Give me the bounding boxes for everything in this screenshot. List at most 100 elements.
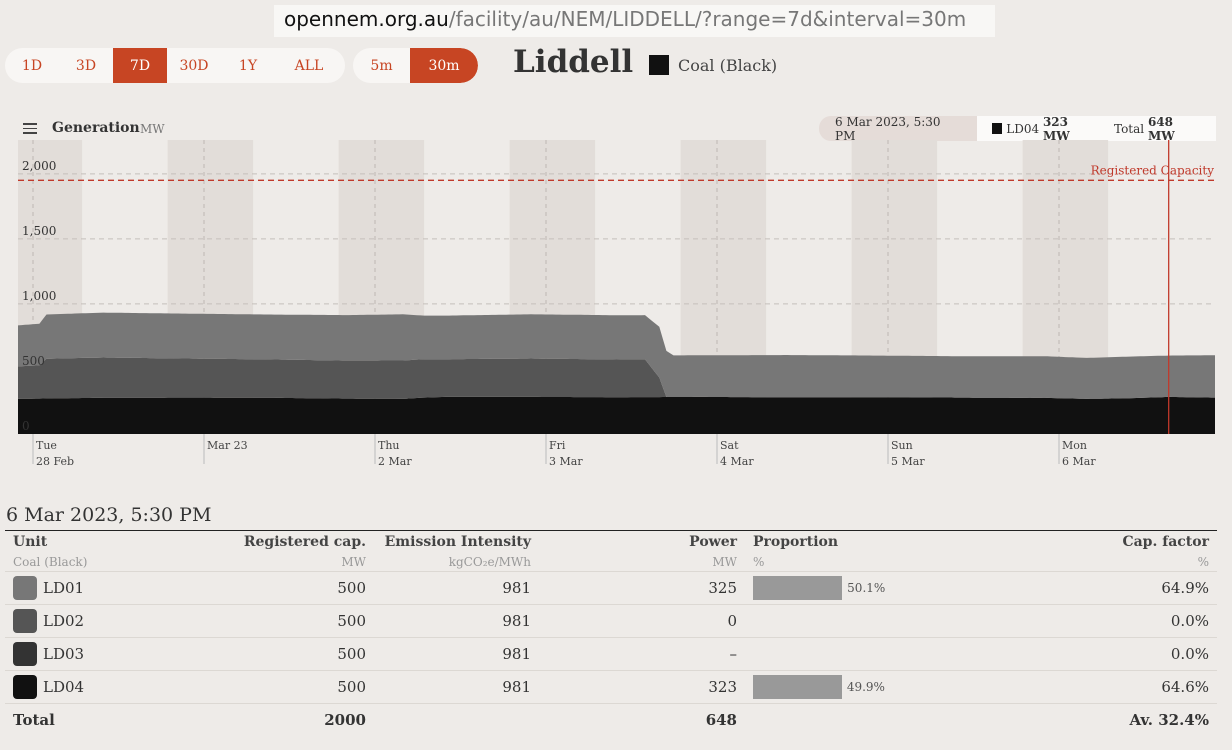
- y-tick-label: 2,000: [22, 159, 56, 173]
- hover-value: 323 MW: [1042, 114, 1070, 143]
- unit-swatch[interactable]: [13, 608, 37, 633]
- series-area-ld02[interactable]: [18, 357, 1215, 399]
- generation-chart[interactable]: Registered Capacity 05001,0001,5002,000 …: [0, 140, 1232, 475]
- total-emission: [374, 703, 539, 736]
- power-value: 0: [539, 604, 745, 638]
- range-all-button[interactable]: ALL: [294, 57, 324, 74]
- total-reg-cap: 2000: [324, 710, 366, 729]
- subheader-power: MW: [539, 553, 745, 572]
- header-power[interactable]: Power: [689, 534, 737, 550]
- chart-header: Generation MW 6 Mar 2023, 5:30 PM LD04 3…: [18, 114, 1216, 143]
- reg-cap-value: 500: [141, 571, 374, 605]
- range-1d-button[interactable]: 1D: [21, 57, 43, 74]
- y-tick-label: 1,000: [22, 289, 56, 303]
- x-tick-sublabel: 2 Mar: [378, 455, 412, 468]
- x-tick-sublabel: 3 Mar: [549, 455, 583, 468]
- header-unit[interactable]: Unit: [13, 534, 48, 550]
- reg-cap-value: 500: [141, 604, 374, 638]
- subheader-unit: Coal (Black): [5, 553, 141, 572]
- interval-selector: 5m 30m: [353, 48, 478, 83]
- series-area-ld01[interactable]: [18, 312, 1215, 399]
- y-tick-label: 0: [22, 419, 30, 433]
- header-proportion[interactable]: Proportion: [753, 534, 839, 550]
- table-row[interactable]: LD04 500 981 323 49.9% 64.6%: [5, 670, 1217, 704]
- x-tick-sublabel: 4 Mar: [720, 455, 754, 468]
- url-path: /facility/au/NEM/LIDDELL/?range=7d&inter…: [448, 7, 967, 31]
- x-tick-label: Tue: [36, 439, 57, 452]
- unit-name: LD02: [43, 611, 85, 630]
- emission-value: 981: [374, 670, 539, 704]
- reg-cap-value: 500: [141, 637, 374, 671]
- total-label: Total: [13, 710, 55, 729]
- emission-value: 981: [374, 637, 539, 671]
- series-area-ld04[interactable]: [18, 396, 1215, 434]
- hover-total-value: 648 MW: [1147, 114, 1175, 143]
- subheader-emission: kgCO₂e/MWh: [374, 553, 539, 572]
- hover-unit: LD04: [1006, 121, 1040, 136]
- hamburger-menu-icon[interactable]: [23, 123, 37, 134]
- table-subheader-row: Coal (Black) MW kgCO₂e/MWh MW % %: [5, 553, 1217, 572]
- power-value: –: [539, 637, 745, 671]
- emission-value: 981: [374, 571, 539, 605]
- range-3d-button[interactable]: 3D: [75, 57, 97, 74]
- power-value: 323: [539, 670, 745, 704]
- total-proportion: [745, 703, 985, 736]
- fuel-legend: Coal (Black): [649, 55, 777, 75]
- interval-30m-button[interactable]: 30m: [410, 48, 478, 83]
- url-host: opennem.org.au: [284, 7, 449, 31]
- chart-unit: MW: [140, 122, 165, 136]
- facility-title: Liddell: [513, 44, 634, 80]
- proportion-value: 50.1%: [847, 580, 886, 595]
- emission-value: 981: [374, 604, 539, 638]
- range-7d-button[interactable]: 7D: [113, 48, 167, 83]
- x-tick-label: Sun: [891, 439, 913, 452]
- unit-name: LD03: [43, 644, 85, 663]
- fuel-label: Coal (Black): [678, 55, 778, 75]
- reg-cap-value: 500: [141, 670, 374, 704]
- x-tick-sublabel: 28 Feb: [36, 455, 74, 468]
- detail-date: 6 Mar 2023, 5:30 PM: [6, 504, 212, 526]
- cap-factor-value: 0.0%: [985, 637, 1217, 671]
- x-tick-sublabel: 5 Mar: [891, 455, 925, 468]
- interval-5m-button[interactable]: 5m: [370, 57, 393, 74]
- x-tick-sublabel: 6 Mar: [1062, 455, 1096, 468]
- proportion-bar: [753, 674, 842, 699]
- cap-factor-value: 0.0%: [985, 604, 1217, 638]
- range-1y-button[interactable]: 1Y: [238, 57, 258, 74]
- subheader-reg-cap: MW: [141, 553, 374, 572]
- table-header-row: Unit Registered cap. Emission Intensity …: [5, 531, 1217, 553]
- unit-name: LD04: [43, 677, 85, 696]
- unit-table: Unit Registered cap. Emission Intensity …: [5, 530, 1217, 736]
- subheader-cap-factor: %: [985, 553, 1217, 572]
- table-row[interactable]: LD01 500 981 325 50.1% 64.9%: [5, 571, 1217, 605]
- subheader-proportion: %: [745, 553, 985, 572]
- hover-values: LD04 323 MW Total 648 MW: [976, 114, 1216, 143]
- x-tick-label: Thu: [378, 439, 400, 452]
- proportion-bar: [753, 575, 843, 600]
- header-cap-factor[interactable]: Cap. factor: [1122, 534, 1209, 550]
- hover-readout: 6 Mar 2023, 5:30 PM LD04 323 MW Total 64…: [819, 114, 1216, 143]
- url-bar[interactable]: opennem.org.au/facility/au/NEM/LIDDELL/?…: [274, 5, 995, 37]
- range-30d-button[interactable]: 30D: [179, 57, 209, 74]
- hover-swatch: [991, 123, 1003, 134]
- registered-capacity-label: Registered Capacity: [1091, 163, 1215, 177]
- cap-factor-value: 64.9%: [985, 571, 1217, 605]
- unit-swatch[interactable]: [13, 575, 37, 600]
- power-value: 325: [539, 571, 745, 605]
- table-row[interactable]: LD03 500 981 – 0.0%: [5, 637, 1217, 671]
- range-selector: 1D 3D 7D 30D 1Y ALL: [5, 48, 345, 83]
- total-cap-factor: Av. 32.4%: [1129, 710, 1209, 729]
- unit-name: LD01: [43, 578, 85, 597]
- table-total-row: Total 2000 648 Av. 32.4%: [5, 703, 1217, 736]
- proportion-value: 49.9%: [846, 679, 885, 694]
- header-reg-cap[interactable]: Registered cap.: [243, 534, 366, 550]
- y-tick-label: 500: [22, 354, 45, 368]
- total-power: 648: [705, 710, 737, 729]
- hover-total-label: Total: [1114, 121, 1145, 136]
- unit-swatch[interactable]: [13, 641, 37, 666]
- y-tick-label: 1,500: [22, 224, 56, 238]
- header-emission[interactable]: Emission Intensity: [384, 534, 531, 550]
- unit-swatch[interactable]: [13, 674, 37, 699]
- table-row[interactable]: LD02 500 981 0 0.0%: [5, 604, 1217, 638]
- cap-factor-value: 64.6%: [985, 670, 1217, 704]
